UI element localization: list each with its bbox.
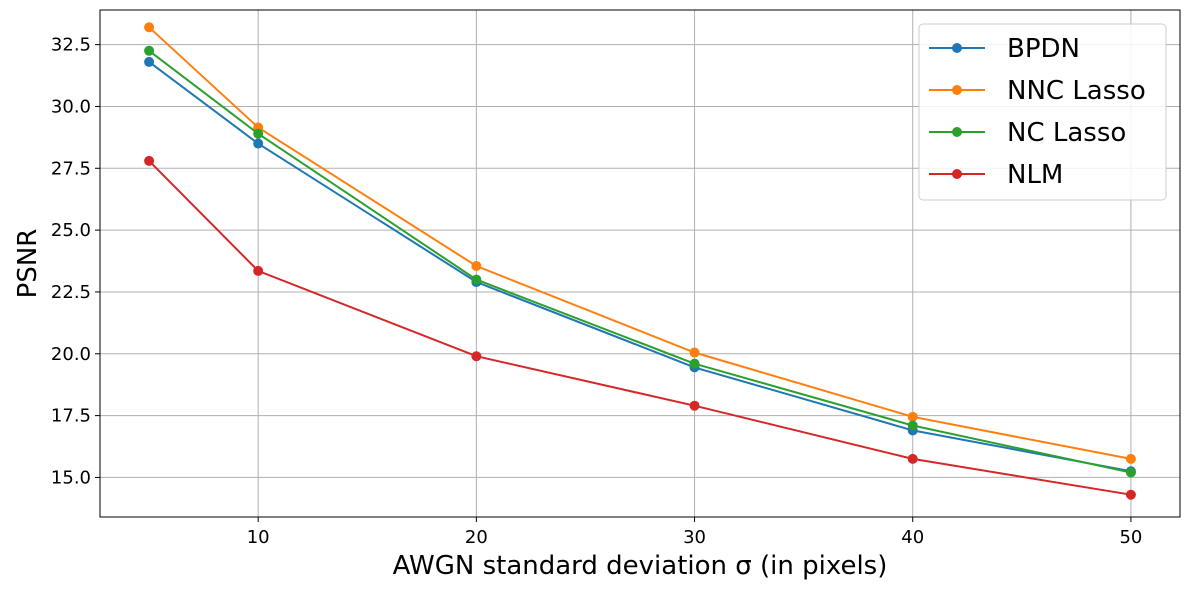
y-tick-label: 20.0 <box>51 344 91 365</box>
data-point-nnc-lasso <box>1125 453 1136 464</box>
legend-marker <box>952 85 962 95</box>
data-point-nnc-lasso <box>471 260 482 271</box>
legend-label: NLM <box>1007 160 1063 190</box>
legend-marker <box>952 43 962 53</box>
x-axis-title: AWGN standard deviation σ (in pixels) <box>393 551 888 581</box>
y-tick-label: 15.0 <box>51 467 91 488</box>
x-tick-label: 40 <box>901 527 924 548</box>
y-tick-label: 25.0 <box>51 220 91 241</box>
y-tick-label: 32.5 <box>51 35 91 56</box>
plot-frame <box>99 9 1181 518</box>
legend: BPDN NNC Lasso NC Lasso NLM <box>918 23 1167 201</box>
legend-label: NC Lasso <box>1007 118 1126 148</box>
series-line-nc-lasso <box>148 50 1132 474</box>
data-point-nc-lasso <box>253 128 264 139</box>
series-line-nlm <box>148 160 1132 496</box>
x-tick-label: 50 <box>1119 527 1142 548</box>
y-tick-label: 27.5 <box>51 158 91 179</box>
x-tick-label: 20 <box>465 527 488 548</box>
x-tick-label: 10 <box>247 527 270 548</box>
data-point-bpdn <box>253 138 264 149</box>
data-point-nc-lasso <box>1125 467 1136 478</box>
data-point-nlm <box>253 265 264 276</box>
x-tick-label: 30 <box>683 527 706 548</box>
data-point-nlm <box>689 400 700 411</box>
data-point-nlm <box>1125 489 1136 500</box>
data-point-nnc-lasso <box>689 347 700 358</box>
data-point-nnc-lasso <box>907 411 918 422</box>
y-tick-label: 22.5 <box>51 282 91 303</box>
series-group <box>144 22 1136 500</box>
data-point-nlm <box>144 155 155 166</box>
data-point-nc-lasso <box>144 45 155 56</box>
data-point-nc-lasso <box>471 274 482 285</box>
series-line-bpdn <box>148 61 1132 473</box>
legend-box <box>918 23 1167 201</box>
legend-label: BPDN <box>1007 34 1080 64</box>
y-axis-title: PSNR <box>13 229 43 299</box>
legend-marker <box>952 169 962 179</box>
y-tick-label: 30.0 <box>51 96 91 117</box>
data-point-nc-lasso <box>689 358 700 369</box>
data-point-nlm <box>471 351 482 362</box>
data-point-nnc-lasso <box>144 22 155 33</box>
legend-label: NNC Lasso <box>1007 76 1146 106</box>
data-point-nlm <box>907 453 918 464</box>
legend-marker <box>952 127 962 137</box>
series-line-nnc-lasso <box>148 26 1132 460</box>
y-tick-label: 17.5 <box>51 406 91 427</box>
data-point-bpdn <box>144 56 155 67</box>
ticks: 10 20 30 40 50 15.0 17.5 20.0 22.5 25.0 27.5 30.0 32… <box>51 35 1142 548</box>
data-point-nc-lasso <box>907 420 918 431</box>
